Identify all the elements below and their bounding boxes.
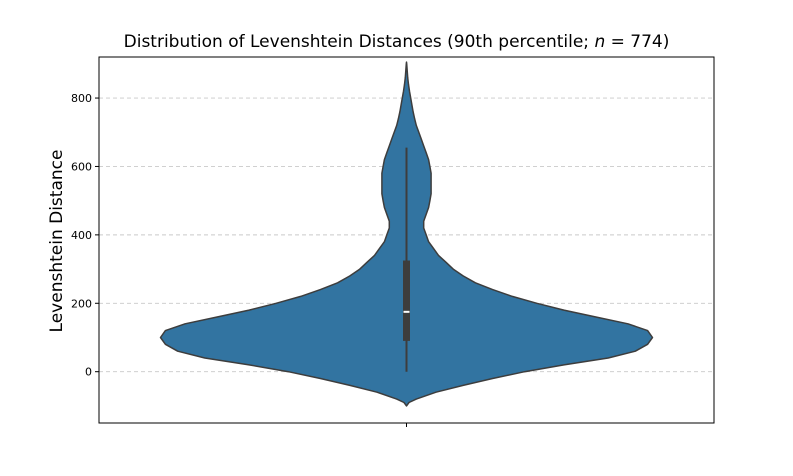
title-prefix: Distribution of Levenshtein Distances (9… xyxy=(123,32,595,52)
title-n-value: 774 xyxy=(630,32,663,52)
y-tick-label-800: 800 xyxy=(71,92,92,105)
y-tick-label-400: 400 xyxy=(71,229,92,242)
y-tick-label-200: 200 xyxy=(71,297,92,310)
title-equals: = xyxy=(605,32,631,52)
grid-lines xyxy=(99,97,714,373)
y-axis-ticks: 0 200 400 600 800 xyxy=(71,92,99,379)
y-tick-label-0: 0 xyxy=(85,366,92,379)
title-suffix: ) xyxy=(662,32,670,52)
chart-title: Distribution of Levenshtein Distances (9… xyxy=(0,32,793,52)
y-axis-label: Levenshtein Distance xyxy=(47,149,67,333)
iqr-box xyxy=(403,260,410,341)
title-n-symbol: n xyxy=(594,32,606,52)
y-tick-label-600: 600 xyxy=(71,160,92,173)
